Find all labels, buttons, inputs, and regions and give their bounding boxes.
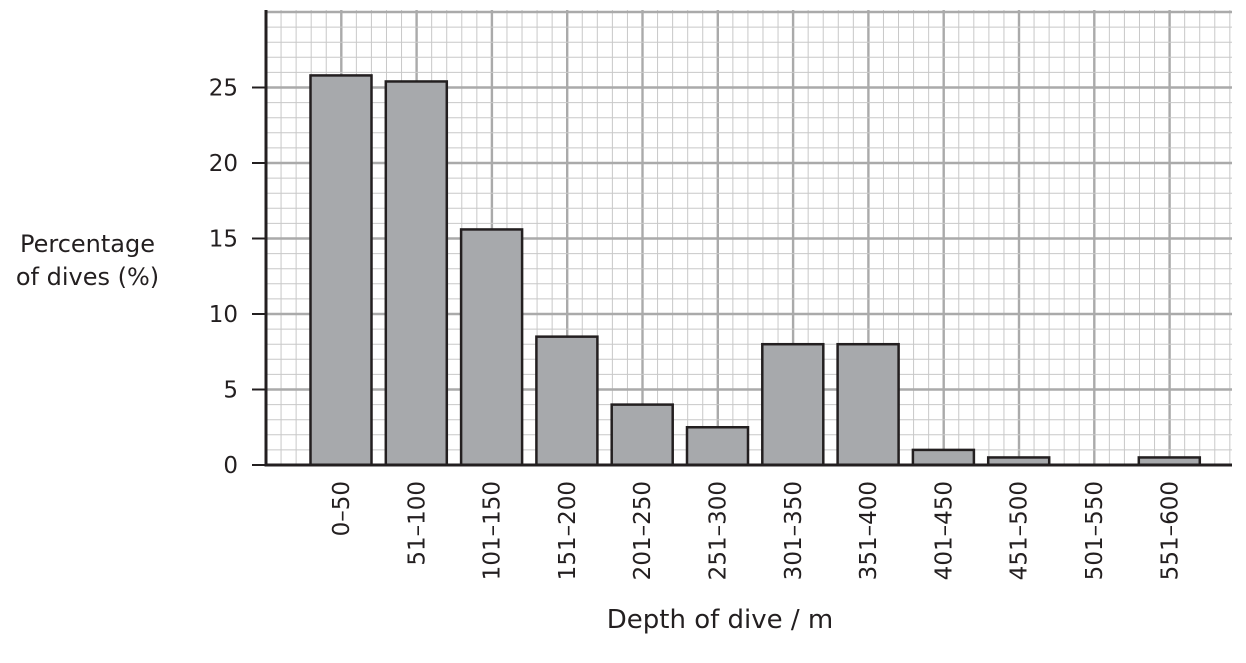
x-tick-labels: 0–50 51–100 101–150 151–200 201–250 251–300 30… [329,481,1183,580]
y-tick-labels: 0 5 10 15 20 25 [209,76,238,480]
bar [685,426,750,467]
y-axis-title-line-2: of dives (%) [15,263,160,291]
x-tick-label: 151–200 [555,481,581,580]
x-tick-label: 51–100 [404,481,430,566]
bar [384,80,449,467]
y-axis-title-line-1: Percentage [19,230,155,258]
x-tick-label: 101–150 [480,481,506,580]
bar [610,403,674,467]
x-axis-title: Depth of dive / m [606,605,834,635]
x-tick-label: 351–400 [856,481,882,580]
y-tick-label: 20 [209,151,238,177]
y-tick-label: 10 [209,302,238,328]
bar [911,448,976,467]
x-tick-label: 551–600 [1157,481,1183,580]
y-tick-label: 0 [223,453,238,479]
bar [761,342,825,467]
bars-group [309,74,1202,467]
x-tick-label: 401–450 [931,481,957,580]
y-axis-title: Percentage of dives (%) [0,228,175,294]
x-tick-label: 301–350 [781,481,807,580]
bar [309,74,373,467]
x-tick-label: 451–500 [1007,481,1033,580]
x-tick-label: 251–300 [706,481,732,580]
bar [836,342,900,467]
y-tick-label: 25 [209,76,238,102]
axes-group [252,10,1232,467]
y-tick-label: 5 [223,378,238,404]
x-tick-label: 501–550 [1082,481,1108,580]
x-tick-label: 0–50 [329,481,355,536]
bar [459,228,524,467]
x-tick-label: 201–250 [630,481,656,580]
y-tick-label: 15 [209,227,238,253]
bar [535,335,599,467]
